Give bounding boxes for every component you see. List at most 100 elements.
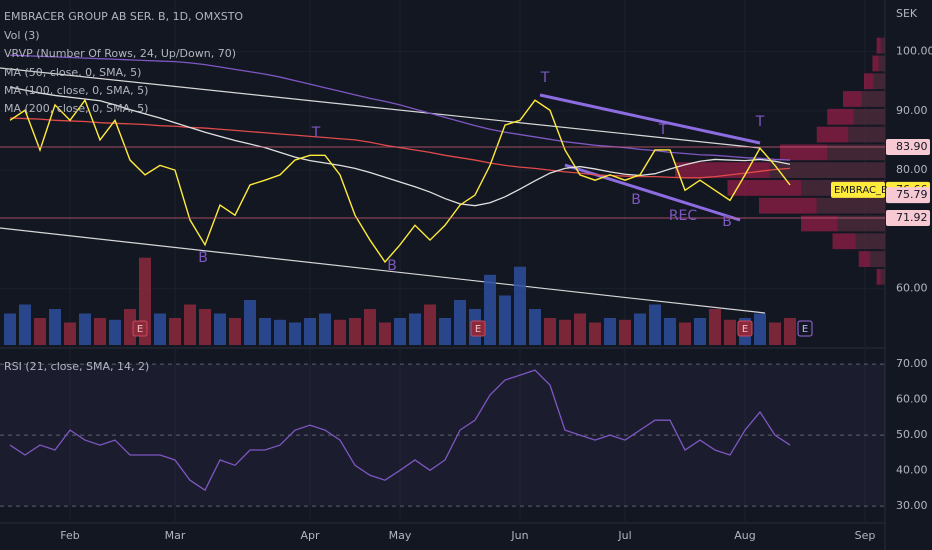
volume-bar [694, 318, 706, 345]
profile-up [855, 233, 885, 250]
volume-bar [499, 295, 511, 345]
volume-bar [184, 304, 196, 345]
volume-bar [724, 319, 736, 345]
volume-bar [424, 304, 436, 345]
x-tick-label: Jun [510, 529, 528, 542]
trend-line [0, 67, 761, 149]
price-label: 75.79 [896, 188, 928, 201]
y-tick-label: 70.00 [896, 357, 928, 370]
profile-up [827, 144, 885, 161]
profile-up [861, 91, 885, 107]
annotation: REC [669, 208, 698, 224]
annotation: T [755, 114, 765, 130]
earnings-marker [797, 320, 813, 337]
volume-bar [244, 300, 256, 345]
earnings-marker [470, 320, 486, 337]
volume-bar [304, 318, 316, 345]
x-tick-label: Apr [300, 529, 320, 542]
annotation: T [658, 122, 668, 138]
y-tick-label: 60.00 [896, 393, 928, 406]
y-tick-label: 40.00 [896, 464, 928, 477]
earnings-label: E [742, 324, 748, 335]
annotation: B [387, 258, 397, 274]
annotation: T [311, 125, 321, 141]
trend-line [539, 93, 761, 145]
ma-line [9, 86, 791, 207]
profile-up [853, 108, 885, 125]
volume-bar [79, 313, 91, 345]
volume-bar [634, 313, 646, 345]
profile-down [843, 91, 862, 107]
volume-bar [514, 266, 526, 345]
volume-bar [334, 319, 346, 345]
volume-bar [319, 313, 331, 345]
x-tick-label: May [389, 529, 412, 542]
profile-down [876, 268, 881, 285]
x-tick-label: Mar [165, 529, 186, 542]
annotation: B [631, 192, 641, 208]
volume-bar [769, 322, 781, 345]
profile-down [827, 108, 854, 125]
chart-title: EMBRACER GROUP AB SER. B, 1D, OMXSTO [4, 10, 243, 23]
earnings-label: E [475, 324, 481, 335]
profile-down [858, 251, 871, 267]
grid [0, 363, 885, 507]
x-tick-label: Aug [734, 529, 755, 542]
volume-bar [454, 300, 466, 345]
volume-bar [229, 318, 241, 345]
profile-down [780, 144, 828, 161]
volume-bar [484, 274, 496, 345]
volume-bar [709, 309, 721, 345]
volume-bar [649, 304, 661, 345]
legend-entry: MA (100, close, 0, SMA, 5) [4, 84, 148, 97]
price-label-box [886, 210, 930, 227]
rsi-line [9, 369, 791, 492]
profile-down [759, 197, 817, 214]
currency-label: SEK [896, 7, 918, 20]
annotation: B [198, 250, 208, 266]
legend-entry: VRVP (Number Of Rows, 24, Up/Down, 70) [4, 47, 236, 60]
ma-line [9, 117, 791, 179]
earnings-marker [737, 320, 753, 337]
volume-bar [259, 318, 271, 345]
volume-bar [19, 304, 31, 345]
price-label: 83.90 [896, 140, 928, 153]
volume-bar [394, 318, 406, 345]
profile-down [801, 215, 838, 232]
symbol-label-box [831, 181, 885, 198]
volume-bar [154, 313, 166, 345]
volume-bar [784, 318, 796, 345]
volume-bar [529, 309, 541, 345]
volume-bar [544, 318, 556, 345]
trend-line [0, 227, 766, 314]
volume-bar [439, 318, 451, 345]
profile-up [878, 55, 885, 72]
y-tick-label: 90.00 [896, 104, 928, 117]
volume-bar [94, 318, 106, 345]
volume-bar [169, 318, 181, 345]
earnings-label: E [802, 324, 808, 335]
volume-bar [4, 313, 16, 345]
profile-down [872, 55, 879, 72]
volume-bar [754, 313, 766, 345]
volume-bar [199, 309, 211, 345]
legend-entry: MA (50, close, 0, SMA, 5) [4, 66, 141, 79]
volume-bar [679, 322, 691, 345]
volume-bar [379, 322, 391, 345]
y-tick-label: 80.00 [896, 163, 928, 176]
volume-bar [64, 322, 76, 345]
x-tick-label: Feb [60, 529, 79, 542]
volume-bar [124, 309, 136, 345]
volume-bar [574, 313, 586, 345]
volume-bar [619, 319, 631, 345]
symbol-label: EMBRAC_B [834, 185, 888, 196]
profile-down [832, 233, 856, 250]
volume-bar [664, 318, 676, 345]
profile-up [837, 215, 885, 232]
profile-down [876, 37, 881, 54]
x-tick-label: Sep [855, 529, 876, 542]
profile-up [880, 268, 885, 285]
y-tick-label: 30.00 [896, 499, 928, 512]
